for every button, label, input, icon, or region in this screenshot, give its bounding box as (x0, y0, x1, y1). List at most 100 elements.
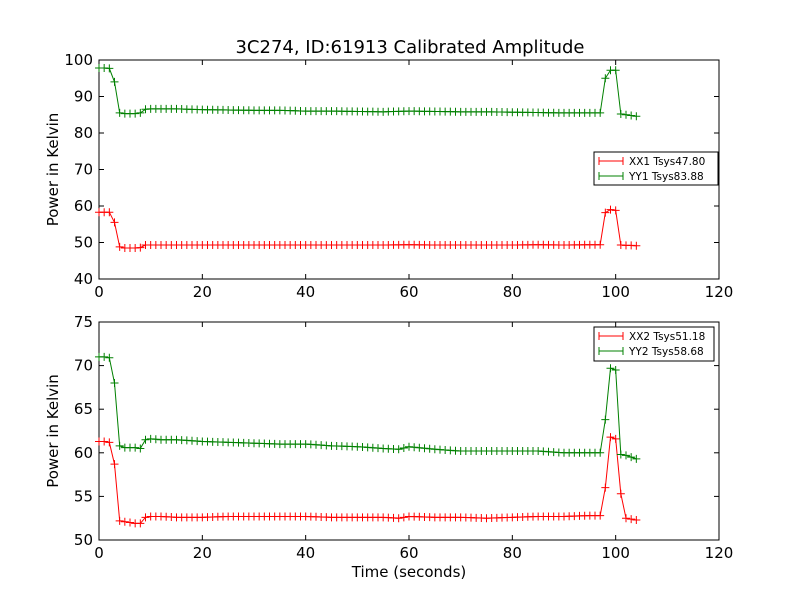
data-point-marker (606, 205, 615, 214)
legend-label: XX1 Tsys47.80 (629, 156, 705, 168)
data-point-marker (622, 514, 630, 523)
subplot-2: 0 20 40 60 80 100 120 50 55 60 65 70 75 Power in Kelv… (44, 313, 733, 581)
data-point-marker (622, 110, 630, 119)
data-point-marker (627, 453, 636, 462)
data-point-marker (136, 108, 145, 117)
data-point-marker (425, 444, 434, 453)
data-point-marker (110, 379, 119, 388)
data-point-marker (136, 243, 145, 252)
x-axis-label: Time (seconds) (351, 563, 467, 581)
data-point-marker (105, 353, 114, 362)
legend-label: YY2 Tsys58.68 (628, 346, 704, 358)
y-tick-label: 80 (74, 124, 93, 142)
data-point-marker (627, 515, 636, 524)
plots-container: 0 20 40 60 80 100 120 40 50 60 70 80 90 100 Power in K… (44, 51, 733, 581)
data-point-marker (141, 513, 150, 522)
x-tick-label: 100 (601, 544, 630, 562)
data-point-marker (606, 433, 615, 442)
data-point-marker (622, 451, 630, 460)
data-point-marker (115, 516, 124, 525)
data-point-marker (601, 415, 610, 424)
x-tick-label: 120 (705, 283, 734, 301)
data-point-marker (596, 108, 605, 117)
figure-title: 3C274, ID:61913 Calibrated Amplitude (235, 37, 584, 58)
data-point-marker (115, 242, 124, 251)
data-point-marker (611, 434, 620, 443)
legend: XX2 Tsys51.18 YY2 Tsys58.68 (593, 326, 715, 362)
y-axis-label: Power in Kelvin (44, 113, 62, 227)
x-tick-label: 20 (193, 544, 212, 562)
y-axis-label: Power in Kelvin (44, 374, 62, 488)
data-point-marker (394, 514, 403, 523)
legend-label: XX2 Tsys51.18 (629, 331, 705, 343)
data-point-marker (596, 448, 605, 457)
data-point-marker (115, 441, 124, 450)
data-point-marker (131, 443, 140, 452)
y-tick-label: 70 (74, 357, 93, 375)
y-tick-label: 50 (74, 234, 93, 252)
x-tick-label: 40 (296, 283, 315, 301)
data-point-marker (632, 112, 641, 121)
data-point-marker (632, 241, 641, 250)
data-point-marker (126, 518, 134, 527)
x-tick-label: 80 (503, 283, 522, 301)
y-tick-label: 90 (74, 88, 93, 106)
x-tick-label: 20 (193, 283, 212, 301)
data-point-marker (632, 515, 641, 524)
data-point-marker (601, 483, 610, 492)
y-tick-label: 70 (74, 161, 93, 179)
subplot-1: 0 20 40 60 80 100 120 40 50 60 70 80 90 100 Power in K… (44, 51, 733, 301)
data-point-marker (611, 206, 620, 215)
data-point-marker (611, 365, 620, 374)
data-point-marker (601, 208, 610, 217)
data-point-marker (616, 489, 625, 498)
y-tick-label: 100 (64, 51, 93, 69)
data-point-marker (596, 511, 605, 520)
y-tick-label: 50 (74, 531, 93, 549)
data-point-marker (136, 444, 145, 453)
legend-label: YY1 Tsys83.88 (628, 171, 704, 183)
data-point-marker (399, 444, 408, 453)
legend-marker (598, 347, 624, 355)
legend-box (593, 326, 715, 362)
legend: XX1 Tsys47.80 YY1 Tsys83.88 (593, 151, 719, 186)
x-tick-label: 100 (601, 283, 630, 301)
data-point-marker (410, 443, 419, 452)
data-point-marker (616, 110, 625, 119)
data-point-marker (627, 111, 636, 120)
y-tick-label: 55 (74, 487, 93, 505)
data-point-marker (601, 74, 610, 83)
y-tick-label: 75 (74, 313, 93, 331)
data-point-marker (611, 66, 620, 75)
data-point-marker (596, 240, 605, 249)
data-point-marker (632, 454, 641, 463)
y-tick-label: 60 (74, 197, 93, 215)
x-tick-label: 80 (503, 544, 522, 562)
x-tick-label: 0 (94, 283, 104, 301)
data-point-marker (141, 435, 150, 444)
legend-marker (598, 172, 624, 180)
data-point-marker (616, 450, 625, 459)
x-tick-label: 60 (399, 544, 418, 562)
data-point-marker (105, 208, 114, 217)
legend-marker (598, 157, 624, 165)
y-tick-label: 40 (74, 270, 93, 288)
data-point-marker (120, 517, 129, 526)
data-point-marker (131, 109, 140, 118)
y-tick-label: 60 (74, 444, 93, 462)
data-point-marker (110, 77, 119, 86)
x-tick-label: 120 (705, 544, 734, 562)
data-point-marker (105, 64, 114, 73)
data-point-marker (110, 460, 119, 469)
data-point-marker (105, 438, 114, 447)
data-point-marker (110, 218, 119, 227)
data-point-marker (405, 442, 413, 451)
data-point-marker (606, 364, 615, 373)
data-point-marker (115, 108, 124, 117)
data-point-marker (399, 513, 408, 522)
data-point-marker (394, 445, 403, 454)
data-point-marker (415, 443, 424, 452)
x-tick-label: 0 (94, 544, 104, 562)
x-tick-label: 60 (399, 283, 418, 301)
